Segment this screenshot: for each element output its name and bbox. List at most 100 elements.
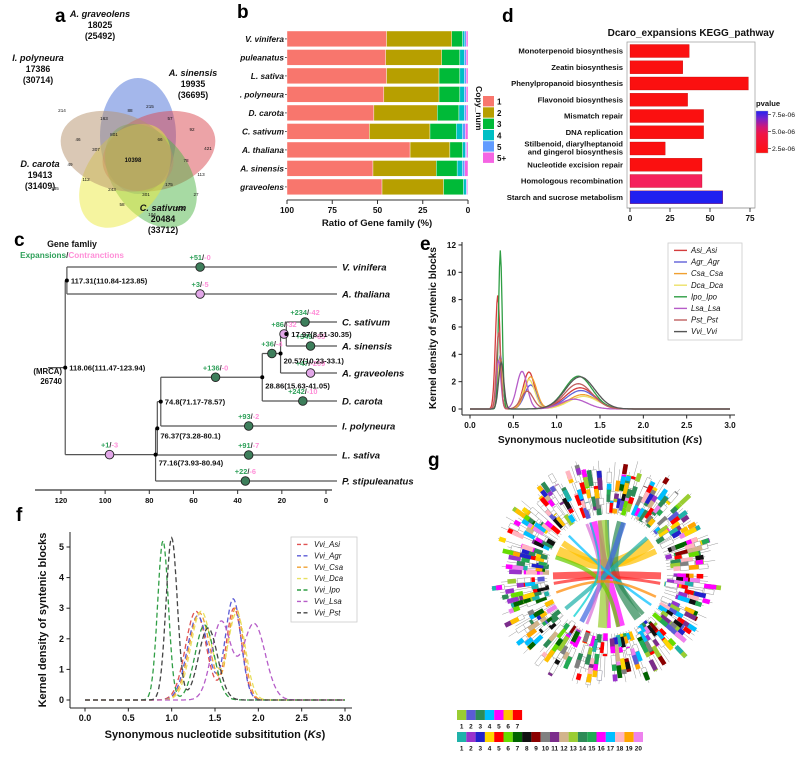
y-axis-tick-label: 2 xyxy=(59,634,64,644)
gain-loss-label: +3/-5 xyxy=(192,280,209,289)
circos-legend-swatch xyxy=(457,710,467,720)
bar-segment xyxy=(449,141,463,159)
density-curve xyxy=(470,360,730,410)
circos-legend-label: 10 xyxy=(542,746,550,753)
venn-intersection-count: 421 xyxy=(204,146,212,151)
gene-block xyxy=(682,626,692,635)
gene-block xyxy=(540,481,551,494)
gene-block xyxy=(563,655,573,670)
venn-intersection-count: 27 xyxy=(193,192,199,197)
gene-block xyxy=(539,610,548,619)
gene-block xyxy=(640,491,651,504)
gene-block xyxy=(673,565,683,572)
gene-block xyxy=(543,649,556,663)
gene-block xyxy=(582,631,591,643)
node-age-label: 28.86(15.63-41.05) xyxy=(265,381,330,390)
gene-block xyxy=(576,488,585,500)
legend-entry-label: Pst_Pst xyxy=(691,316,719,325)
gene-block xyxy=(511,530,525,540)
venn-intersection-count: 801 xyxy=(110,132,118,137)
circos-legend-label: 19 xyxy=(625,746,633,753)
legend-entry-label: Lsa_Lsa xyxy=(691,304,721,313)
bar-segment xyxy=(383,86,440,103)
gene-block xyxy=(659,503,668,513)
bar-segment xyxy=(465,86,469,103)
gene-block xyxy=(548,621,557,630)
bar-segment xyxy=(462,30,465,48)
bar-segment xyxy=(459,67,465,85)
x-axis-tick-label: 1.0 xyxy=(551,421,563,430)
bar-segment xyxy=(459,49,465,66)
bar-segment xyxy=(381,178,444,196)
gene-block xyxy=(563,513,575,526)
circos-legend-label: 3 xyxy=(478,746,482,753)
circos-legend-swatch xyxy=(587,732,597,742)
mrca-count: 26740 xyxy=(40,377,62,386)
pathway-label: Flavonoid biosynthesis xyxy=(538,95,623,104)
gene-block xyxy=(572,635,582,648)
gene-block xyxy=(658,495,669,507)
gene-block xyxy=(527,641,536,650)
gene-block xyxy=(506,596,519,604)
venn-species-total: (36695) xyxy=(178,90,208,100)
legend-entry-label: 4 xyxy=(497,132,502,141)
node-age-label: 76.37(73.28-80.1) xyxy=(160,431,221,440)
gene-block xyxy=(606,471,612,484)
y-axis-tick-label: 1 xyxy=(59,664,64,674)
bar-category-label: P. stipuleanatus xyxy=(240,52,284,62)
pathway-bar xyxy=(629,158,703,172)
gene-block xyxy=(513,599,524,608)
time-axis-tick-label: 40 xyxy=(233,496,241,505)
circos-legend-label: 6 xyxy=(506,746,510,753)
gene-block xyxy=(643,477,652,488)
gene-block xyxy=(552,505,564,518)
pathway-label: Starch and sucrose metabolism xyxy=(507,193,623,202)
circos-legend-swatch xyxy=(484,732,495,742)
tree-node-dot xyxy=(63,365,68,370)
circos-legend-swatch xyxy=(540,732,550,742)
venn-species-count: 18025 xyxy=(88,20,113,30)
time-axis-tick-label: 20 xyxy=(278,496,286,505)
gain-loss-label: +242/-10 xyxy=(288,387,317,396)
y-axis-title: Kernel density of syntenic blocks xyxy=(428,247,439,409)
gene-block xyxy=(628,478,636,490)
gene-block xyxy=(634,649,643,662)
gene-block xyxy=(513,519,522,527)
gene-block xyxy=(694,600,703,608)
gene-block xyxy=(667,511,680,523)
bar-segment xyxy=(373,104,438,122)
gene-block xyxy=(533,539,545,549)
gene-block xyxy=(537,576,545,582)
legend-entry-label: Vvi_Csa xyxy=(314,563,344,572)
gene-block xyxy=(692,590,707,599)
circos-legend-swatch xyxy=(550,732,560,742)
circos-sector xyxy=(663,573,722,608)
circos-legend-label: 14 xyxy=(579,746,587,753)
gene-block xyxy=(524,636,534,647)
x-axis-tick-label: 50 xyxy=(705,214,715,223)
gene-block xyxy=(625,647,632,656)
tree-tip-label: V. vinifera xyxy=(342,262,387,273)
circos-synteny-plot: 1 2 3 4 5 6 71 2 3 4 5 6 7 8 9 10 11 12 13 14 15 16 17 18 19 20 xyxy=(457,460,722,753)
pathway-label: Stilbenoid, diarylheptanoid and gingerol … xyxy=(524,140,623,157)
gene-block xyxy=(612,674,618,682)
ks-density-plot-vs-vitis: 0.0 0.5 1.0 1.5 2.0 2.5 3.0 0 1 2 3 4 5 Kernel densit… xyxy=(37,532,358,741)
x-axis-tick-label: 0.5 xyxy=(508,421,520,430)
gene-block xyxy=(596,670,603,681)
legend-entry-label: 3 xyxy=(497,120,502,129)
circos-legend-label: 1 xyxy=(460,746,464,753)
circos-legend-swatch xyxy=(522,732,532,742)
circos-sector xyxy=(504,599,564,654)
x-axis-tick-label: 3.0 xyxy=(339,713,352,723)
gene-block xyxy=(610,655,617,665)
gain-loss-label: +22/-6 xyxy=(235,467,256,476)
tree-tip-label: I. polyneura xyxy=(342,421,395,432)
panel-f-label: f xyxy=(16,505,23,526)
circos-sector xyxy=(662,534,719,572)
gene-block xyxy=(701,538,710,545)
bar-segment xyxy=(286,160,374,177)
x-axis-tick-label: 75 xyxy=(328,205,338,215)
legend-title: Copy_num xyxy=(474,86,484,131)
bar-segment xyxy=(286,67,387,85)
circos-legend-swatch xyxy=(466,732,476,742)
